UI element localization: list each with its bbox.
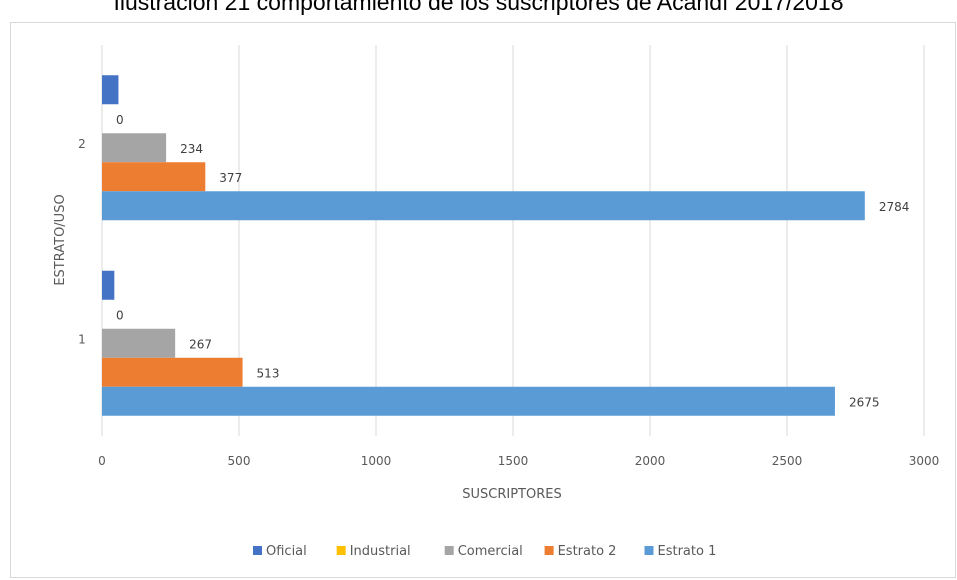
data-label: 0 [116,113,124,127]
legend-label: Estrato 1 [658,544,717,559]
legend-label: Estrato 2 [558,544,617,559]
x-tick-label: 3000 [909,454,940,468]
legend-swatch [544,546,554,555]
data-label: 513 [257,366,280,380]
x-axis-ticks: 0 500 1000 1500 2000 2500 3000 [98,454,939,468]
legend-label: Comercial [458,544,523,559]
x-tick-label: 0 [98,454,106,468]
y-axis-label: ESTRATO/USO [53,194,68,285]
y-axis-ticks: 12 [78,137,86,347]
bars [102,75,865,416]
bar-estrato-2 [102,162,206,192]
x-tick-label: 1500 [498,454,529,468]
data-label: 234 [180,142,203,156]
legend-swatch [644,546,654,555]
data-labels: 0 267 513 2675 0 234 377 2784 [116,113,909,410]
bar-estrato-1 [102,386,835,416]
data-label: 2675 [849,395,880,409]
legend-swatch [444,546,454,555]
bar-comercial [102,133,167,163]
x-axis-label: SUSCRIPTORES [462,487,561,502]
x-tick-label: 2500 [772,454,803,468]
legend: Oficial Industrial Comercial Estrato 2 Estra… [253,544,716,559]
legend-swatch [336,546,346,555]
y-tick-label: 2 [78,137,86,151]
data-label: 267 [189,337,212,351]
bar-oficial [102,270,115,300]
y-tick-label: 1 [78,332,86,346]
bar-estrato-2 [102,357,243,387]
x-tick-label: 1000 [361,454,392,468]
gridlines [101,45,925,436]
legend-label: Industrial [350,544,411,559]
x-tick-label: 500 [228,454,251,468]
data-label: 0 [116,308,124,322]
data-label: 377 [219,171,242,185]
bar-comercial [102,328,176,358]
legend-label: Oficial [266,544,307,559]
chart-title: Ilustración 21 comportamiento de los sus… [113,0,844,15]
x-tick-label: 2000 [635,454,666,468]
legend-swatch [253,546,262,555]
bar-oficial [102,75,119,105]
chart-frame [10,22,956,578]
data-label: 2784 [879,200,910,214]
bar-estrato-1 [102,191,865,221]
